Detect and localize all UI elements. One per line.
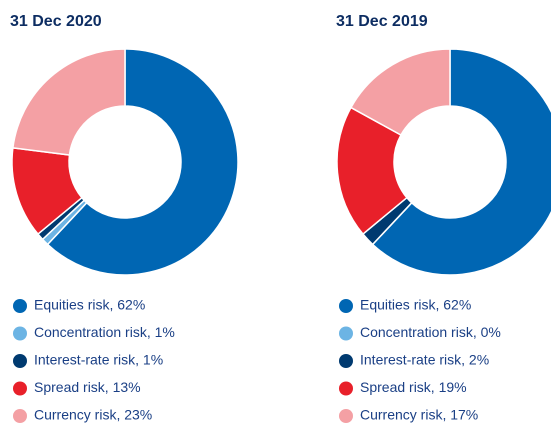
legend-swatch (13, 381, 27, 396)
legend-label: Equities risk, 62% (360, 297, 471, 313)
legend-label: Interest-rate risk, 2% (360, 352, 489, 368)
chart-title: 31 Dec 2019 (336, 13, 428, 30)
legend-swatch (13, 299, 27, 313)
donut-slice (349, 48, 451, 137)
legend-swatch (13, 326, 27, 341)
legend-label: Concentration risk, 1% (34, 324, 175, 340)
legend-swatch (339, 409, 353, 423)
donut-slice (336, 106, 408, 236)
legend-swatch (339, 326, 353, 341)
legend-swatch (13, 409, 27, 423)
donut-slice (46, 48, 239, 276)
legend-label: Currency risk, 23% (34, 407, 152, 423)
legend-label: Spread risk, 19% (360, 379, 467, 395)
legend-label: Concentration risk, 0% (360, 324, 501, 340)
legend-swatch (13, 354, 27, 368)
donut-slice (12, 48, 126, 156)
legend-swatch (339, 354, 353, 368)
legend-swatch (339, 299, 353, 313)
legend-swatch (339, 381, 353, 396)
legend-label: Spread risk, 13% (34, 379, 141, 395)
legend-label: Equities risk, 62% (34, 297, 145, 313)
legend-label: Interest-rate risk, 1% (34, 352, 163, 368)
chart-title: 31 Dec 2020 (10, 13, 102, 30)
legend-label: Currency risk, 17% (360, 407, 478, 423)
